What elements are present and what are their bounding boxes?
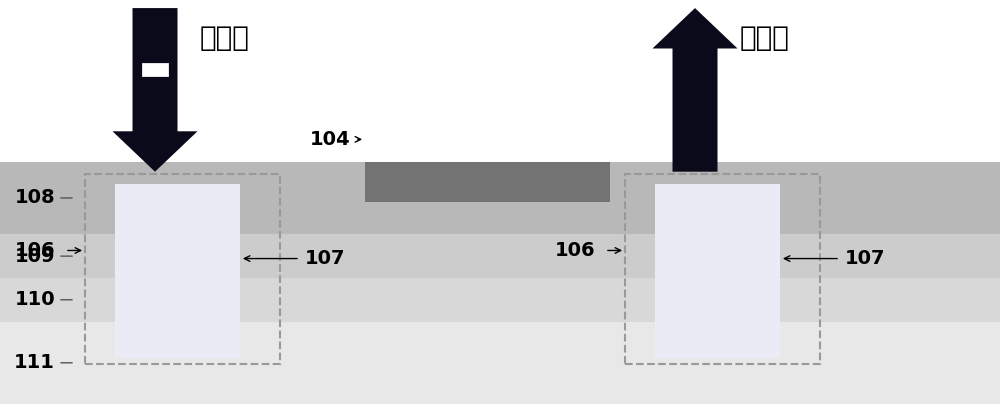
Text: 109: 109 [14,246,55,266]
Bar [0,278,1000,322]
Polygon shape [652,8,737,172]
Text: 107: 107 [845,249,886,268]
Bar [365,162,610,202]
Bar [625,174,820,364]
Polygon shape [112,8,198,172]
Text: 107: 107 [305,249,346,268]
Text: 106: 106 [14,241,55,260]
Text: 光输出: 光输出 [740,24,790,53]
Text: 108: 108 [14,188,55,208]
Bar [0,322,1000,404]
Text: 104: 104 [309,130,350,149]
Bar [115,184,240,358]
Bar [0,234,1000,278]
Bar [143,64,167,75]
Text: 110: 110 [14,290,55,309]
Text: 111: 111 [14,353,55,372]
Bar [0,162,1000,234]
Text: 106: 106 [554,241,595,260]
Bar [655,184,780,358]
Text: 光输入: 光输入 [200,24,250,53]
Bar [85,174,280,364]
